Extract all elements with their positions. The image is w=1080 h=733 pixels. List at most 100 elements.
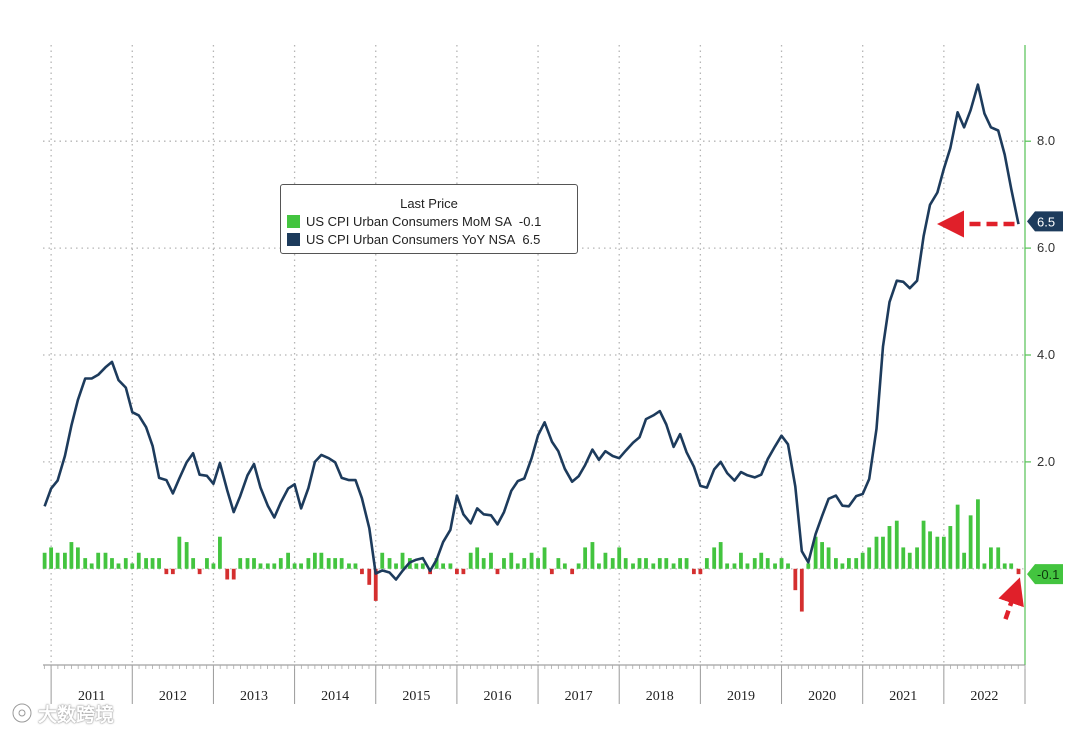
mom-bar [846,558,851,569]
mom-bar [394,563,398,569]
flag-shape [1027,211,1063,232]
mom-bar [231,568,236,580]
mom-bar [921,520,926,569]
mom-bar [962,552,967,569]
mom-bar [691,568,696,575]
mom-bar [556,558,561,569]
mom-bar [610,558,615,569]
legend-swatch-yoy [287,232,300,246]
mom-bar [617,547,622,569]
legend-value-mom: -0.1 [518,213,542,229]
mom-bar [164,568,169,575]
mom-bar [637,558,642,569]
mom-bar [144,558,148,569]
mom-bar [671,563,676,569]
legend-item-mom: US CPI Urban Consumers MoM SA -0.1 [281,212,577,230]
mom-bar [258,563,263,569]
mom-bar [982,563,987,569]
flag-text: 6.5 [1037,214,1055,229]
mom-bar [651,563,656,569]
mom-bar [136,552,141,569]
x-year-label: 2012 [159,689,187,704]
mom-bar [759,552,764,569]
mom-bar [55,552,60,569]
mom-bar [252,558,256,569]
mom-bar [286,552,290,569]
mom-bar [813,536,818,569]
mom-bar [631,563,635,569]
mom-bar [312,552,317,569]
mom-bar [495,568,500,575]
legend-title: Last Price [400,196,458,211]
mom-bar [590,542,595,569]
x-year-label: 2013 [240,689,268,704]
mom-bar [664,558,669,569]
mom-bar [387,558,392,569]
mom-bar [191,558,196,569]
mom-bar [1016,568,1021,575]
legend: Last Price US CPI Urban Consumers MoM SA… [280,184,578,254]
mom-bar [339,558,344,569]
mom-bar [49,547,54,569]
y-tick-label: 4.0 [1037,347,1055,362]
legend-swatch-mom [287,214,300,228]
x-year-label: 2017 [565,689,593,704]
flag-shape [1027,564,1063,585]
mom-bar [597,563,601,569]
mom-bar [549,568,554,575]
x-year-label: 2022 [970,689,998,704]
mom-bar [481,558,486,569]
mom-bar [657,558,662,569]
mom-bar [854,558,859,569]
mom-bar [1002,563,1007,569]
mom-bar [63,552,67,569]
mom-bar [773,563,777,569]
x-year-label: 2011 [78,689,105,704]
mom-bar [928,531,932,569]
mom-bar [353,563,358,569]
mom-bar [718,542,723,569]
mom-bar [765,558,770,569]
yoy-line [43,83,1020,581]
mom-bar [414,563,419,569]
y-tick-label: 8.0 [1037,133,1055,148]
mom-bar [177,536,182,569]
annotations [937,210,1024,620]
mom-bar [522,558,527,569]
mom-bar [205,558,209,569]
mom-bar [542,547,547,569]
x-year-label: 2020 [808,689,836,704]
x-year-label: 2019 [727,689,755,704]
mom-bar [976,499,980,569]
mom-bar [948,526,953,569]
mom-bar [400,552,405,569]
legend-label-yoy: US CPI Urban Consumers YoY NSA [306,231,516,247]
mom-bar [170,568,175,575]
mom-bar [116,563,121,569]
mom-bar [515,563,520,569]
arrow-to-mom [998,577,1024,620]
mom-bar [272,563,277,569]
mom-bar [968,515,973,569]
mom-bar [684,558,689,569]
legend-value-yoy: 6.5 [522,231,541,247]
mom-bar [265,563,270,569]
mom-bar [218,536,222,569]
mom-bar [211,563,216,569]
mom-bar [225,568,230,580]
mom-bar [678,558,682,569]
mom-bar [245,558,250,569]
mom-bar [278,558,283,569]
flag-text: -0.1 [1037,567,1059,582]
mom-bar [860,552,865,569]
mom-bar [455,568,459,575]
mom-bar [420,563,425,569]
mom-bar [130,563,135,569]
x-year-label: 2015 [402,689,430,704]
mom-bar [603,552,608,569]
mom-bar [704,558,709,569]
watermark-text: 大数跨境 [38,703,115,726]
mom-bar [935,536,940,569]
mom-bar [745,563,750,569]
mom-bar [1009,563,1014,569]
